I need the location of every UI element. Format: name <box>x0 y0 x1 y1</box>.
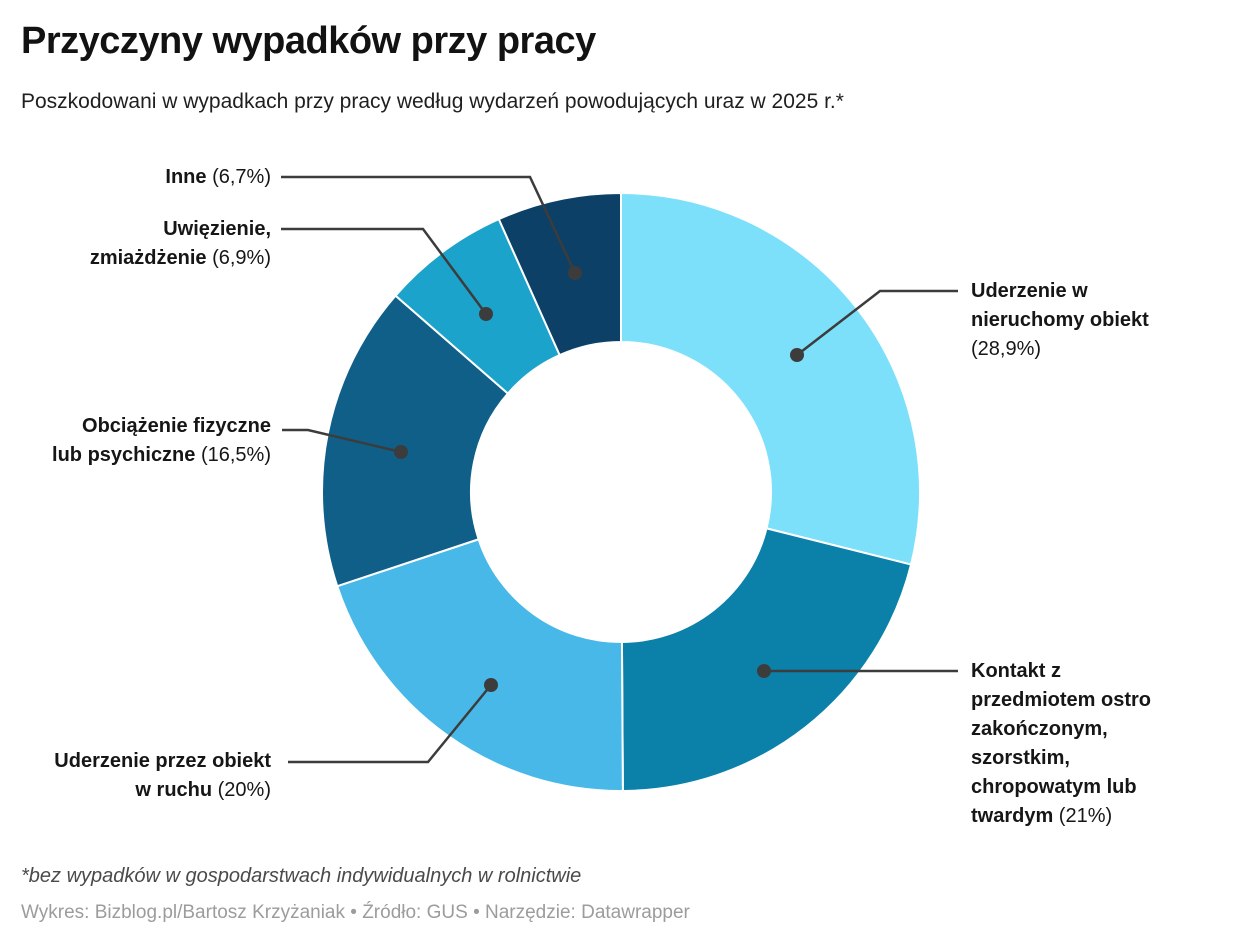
slice-label-percent: (6,9%) <box>206 247 271 269</box>
slice-label-percent: (16,5%) <box>195 444 271 466</box>
leader-dot-uderzenie-ruch <box>484 678 498 692</box>
slice-label-uwiezienie: Uwięzienie, zmiażdżenie (6,9%) <box>0 215 271 273</box>
donut-slice-0[interactable] <box>620 192 921 566</box>
leader-dot-uwiezienie <box>479 307 493 321</box>
leader-dot-uderzenie-nieruch <box>790 348 804 362</box>
slice-label-percent: (21%) <box>1053 805 1113 827</box>
slice-label-percent: (20%) <box>212 779 271 801</box>
slice-label-name: Obciążenie fizyczne lub psychiczne <box>52 415 271 466</box>
chart-footnote: *bez wypadków w gospodarstwach indywidua… <box>21 865 582 887</box>
slice-label-kontakt: Kontakt z przedmiotem ostro zakończonym,… <box>971 657 1201 831</box>
slice-label-obciazenie: Obciążenie fizyczne lub psychiczne (16,5… <box>0 412 271 470</box>
chart-subtitle: Poszkodowani w wypadkach przy pracy wedł… <box>21 90 844 113</box>
leader-line-inne <box>281 175 577 274</box>
chart-byline: Wykres: Bizblog.pl/Bartosz Krzyżaniak • … <box>21 902 690 923</box>
slice-label-name: Uderzenie w nieruchomy obiekt <box>971 280 1149 331</box>
slice-label-uderzenie-w-nieruchomy: Uderzenie w nieruchomy obiekt (28,9%) <box>971 277 1201 364</box>
slice-label-name: Uwięzienie, zmiażdżenie <box>89 218 271 269</box>
donut-slice-5[interactable] <box>497 192 622 357</box>
slice-label-inne: Inne (6,7%) <box>0 163 271 192</box>
leader-line-uderzenie-ruch <box>288 684 492 764</box>
leader-dot-kontakt <box>757 664 771 678</box>
leader-line-obciazenie <box>282 428 402 454</box>
donut-slice-1[interactable] <box>620 527 913 792</box>
donut-slice-3[interactable] <box>321 294 509 588</box>
slice-label-name: Inne <box>165 166 207 188</box>
leader-line-uderzenie-nieruch <box>796 289 958 356</box>
slice-label-name: Kontakt z przedmiotem ostro zakończonym,… <box>971 660 1152 827</box>
slice-label-name: Uderzenie przez obiekt w ruchu <box>54 750 271 801</box>
leader-dot-inne <box>568 266 582 280</box>
leader-dot-obciazenie <box>394 445 408 459</box>
chart-title: Przyczyny wypadków przy pracy <box>21 20 596 62</box>
leader-line-uwiezienie <box>281 227 488 315</box>
slice-label-percent: (28,9%) <box>971 338 1042 360</box>
donut-slice-2[interactable] <box>336 538 624 792</box>
slice-label-percent: (6,7%) <box>206 166 271 188</box>
slice-label-uderzenie-przez-obiekt: Uderzenie przez obiekt w ruchu (20%) <box>0 747 271 805</box>
